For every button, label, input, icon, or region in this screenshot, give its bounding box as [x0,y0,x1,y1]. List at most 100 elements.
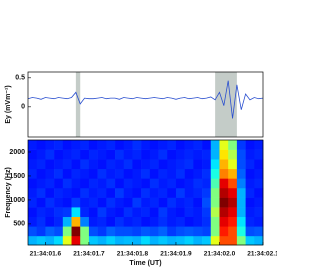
heatmap-cell [202,178,212,189]
x-tick-label: 21:34:01.9 [160,251,192,258]
heatmap-cell [28,168,38,179]
heatmap-cell [36,178,46,189]
heatmap-cell [62,187,72,198]
heatmap-cell [54,226,64,237]
heatmap-cell [80,207,90,218]
heatmap-cell [236,187,246,198]
heatmap-cell [123,187,133,198]
heatmap-cell [245,159,255,170]
heatmap-cell [45,235,55,246]
heatmap-cell [115,187,125,198]
heatmap-cell [175,140,185,150]
heatmap-cell [88,235,98,246]
heatmap-cell [36,235,46,246]
heatmap-cell [228,235,238,246]
heatmap-cell [88,226,98,237]
heatmap-cell [236,149,246,160]
heatmap-cell [54,168,64,179]
heatmap-cell [236,235,246,246]
heatmap-cell [210,187,220,198]
heatmap-cell [123,149,133,160]
heatmap-cell [115,226,125,237]
heatmap-cell [62,159,72,170]
heatmap-cell [88,178,98,189]
heatmap-cell [45,197,55,208]
heatmap-cell [193,216,203,227]
heatmap-cell [28,140,38,150]
heatmap-cell [184,149,194,160]
heatmap-cell [141,216,151,227]
heatmap-cell [132,168,142,179]
heatmap-cell [88,149,98,160]
heatmap-cell [97,140,107,150]
y-tick-label: 0 [21,104,25,111]
heatmap-cell [245,187,255,198]
x-tick-label: 21:34:01.6 [30,251,62,258]
heatmap-cell [184,187,194,198]
heatmap-cell [236,197,246,208]
heatmap-cell [167,187,177,198]
heatmap-cell [132,226,142,237]
heatmap-cell [54,159,64,170]
heatmap-cell [132,235,142,246]
heatmap-cell [141,207,151,218]
heatmap-cell [132,149,142,160]
heatmap-cell [45,149,55,160]
heatmap-cell [202,187,212,198]
heatmap-cell [228,159,238,170]
heatmap-cell [97,168,107,179]
heatmap-cell [106,140,116,150]
heatmap-cell [228,140,238,150]
heatmap-cell [228,168,238,179]
heatmap-cell [210,159,220,170]
heatmap-cell [228,207,238,218]
heatmap-cell [28,159,38,170]
heatmap-cell [132,216,142,227]
heatmap-cell [167,168,177,179]
heatmap-cell [115,159,125,170]
heatmap-cell [210,149,220,160]
heatmap-cell [106,235,116,246]
heatmap-cell [54,178,64,189]
heatmap-cell [184,207,194,218]
heatmap-cell [193,178,203,189]
heatmap-cell [210,140,220,150]
heatmap-cell [149,178,159,189]
heatmap-cell [167,235,177,246]
heatmap-cell [210,178,220,189]
heatmap-cell [106,207,116,218]
heatmap-cell [97,216,107,227]
heatmap-cell [149,187,159,198]
heatmap-cell [245,207,255,218]
heatmap-cell [36,216,46,227]
heatmap-cell [202,216,212,227]
heatmap-cell [254,178,264,189]
heatmap-cell [88,187,98,198]
heatmap-cell [36,187,46,198]
heatmap-cell [141,159,151,170]
heatmap-cell [210,226,220,237]
heatmap-cell [167,178,177,189]
heatmap-cell [158,140,168,150]
y-tick-label: 500 [13,221,25,228]
heatmap-cell [149,197,159,208]
heatmap-cell [158,226,168,237]
heatmap-cell [236,140,246,150]
heatmap-cell [167,197,177,208]
heatmap-cell [219,149,229,160]
heatmap-cell [97,207,107,218]
heatmap-cell [228,149,238,160]
heatmap-cell [28,226,38,237]
heatmap-cell [158,159,168,170]
heatmap-cell [254,207,264,218]
heatmap-cell [254,216,264,227]
heatmap-cell [228,226,238,237]
heatmap-cell [36,168,46,179]
heatmap-cell [149,207,159,218]
heatmap-cell [193,140,203,150]
heatmap-cell [175,159,185,170]
heatmap-cell [132,207,142,218]
plot-frame [27,139,264,246]
heatmap-cell [123,235,133,246]
heatmap-cell [132,197,142,208]
